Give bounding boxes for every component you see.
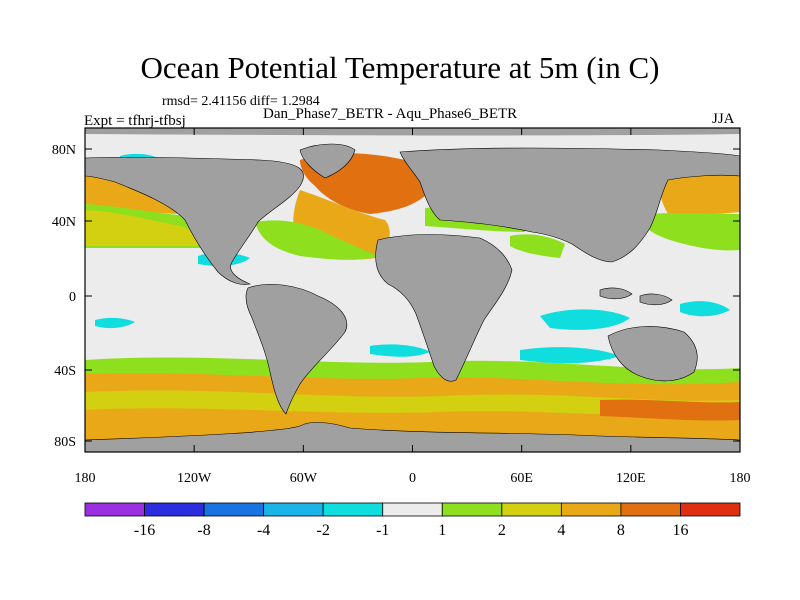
land-greenland xyxy=(299,143,356,179)
lon-tick-label: 120E xyxy=(616,471,646,486)
lon-tick-label: 180 xyxy=(75,471,96,486)
lon-tick-label: 60W xyxy=(290,471,318,486)
lat-tick-label: 40N xyxy=(52,215,76,230)
colorbar-swatch xyxy=(441,502,503,517)
map-plot-area xyxy=(85,128,740,452)
colorbar-label: 8 xyxy=(617,522,625,539)
colorbar-swatch xyxy=(84,502,145,517)
colorbar-label: 2 xyxy=(498,522,506,539)
west-pacific-orange xyxy=(659,174,740,215)
indian-ocean-cold-patch xyxy=(540,309,630,330)
colorbar-label: -2 xyxy=(317,522,330,539)
lat-tick-label: 80N xyxy=(52,143,76,158)
lat-tick-label: 0 xyxy=(69,290,76,305)
colorbar-label: -4 xyxy=(257,522,270,539)
experiment-label: Expt = tfhrj-tfbsj xyxy=(84,113,186,129)
figure-title: Ocean Potential Temperature at 5m (in C) xyxy=(140,50,660,85)
pacific-cold-patch-2 xyxy=(95,317,135,329)
land-indonesia xyxy=(599,287,673,306)
land-eurasia xyxy=(399,147,740,263)
lon-tick-label: 0 xyxy=(409,471,416,486)
colorbar-swatch xyxy=(322,502,384,517)
north-atlantic-green xyxy=(255,220,378,260)
latitude-axis: 80N 40N 0 40S 80S xyxy=(52,143,740,450)
colorbar-swatch xyxy=(382,502,443,517)
north-pacific-yellow xyxy=(85,210,212,246)
land-africa xyxy=(375,234,513,382)
west-pacific-cold-patch xyxy=(680,301,730,317)
longitude-axis: 180 120W 60W 0 60E 120E 180 xyxy=(75,128,751,486)
colorbar-label: -16 xyxy=(134,522,155,539)
arabian-sea-green xyxy=(510,234,565,258)
subtitle: Dan_Phase7_BETR - Aqu_Phase6_BETR xyxy=(263,106,518,122)
southern-ocean-deep-orange xyxy=(600,399,740,421)
lon-tick-label: 180 xyxy=(730,471,751,486)
west-pacific-green xyxy=(640,213,740,251)
south-atlantic-cold-patch xyxy=(370,344,430,357)
colorbar-swatch xyxy=(144,502,205,517)
colorbar-swatch xyxy=(560,502,622,517)
colorbar-swatch xyxy=(680,502,741,517)
lon-tick-label: 120W xyxy=(177,471,212,486)
land-antarctica xyxy=(85,422,740,452)
season-label: JJA xyxy=(712,111,735,127)
lat-tick-label: 80S xyxy=(54,435,76,450)
colorbar: -16 -8 -4 -2 -1 1 2 4 8 16 xyxy=(84,502,741,539)
colorbar-label: -1 xyxy=(376,522,389,539)
colorbar-swatch xyxy=(203,502,265,517)
colorbar-swatch xyxy=(501,502,562,517)
colorbar-label: 4 xyxy=(557,522,565,539)
stats-text: rmsd= 2.41156 diff= 1.2984 xyxy=(162,94,320,109)
land-north-america xyxy=(85,156,304,285)
lon-tick-label: 60E xyxy=(510,471,533,486)
colorbar-swatch xyxy=(620,502,681,517)
southern-ocean-green-band xyxy=(85,357,740,385)
southern-ocean-yellow-band xyxy=(85,390,740,417)
southern-indian-cold-patch xyxy=(520,347,620,364)
lat-tick-label: 40S xyxy=(54,364,76,379)
land-australia xyxy=(607,326,698,382)
colorbar-label: -8 xyxy=(197,522,210,539)
colorbar-swatch xyxy=(263,502,324,517)
colorbar-label: 1 xyxy=(438,522,446,539)
land-south-america xyxy=(245,283,347,415)
colorbar-label: 16 xyxy=(672,522,688,539)
